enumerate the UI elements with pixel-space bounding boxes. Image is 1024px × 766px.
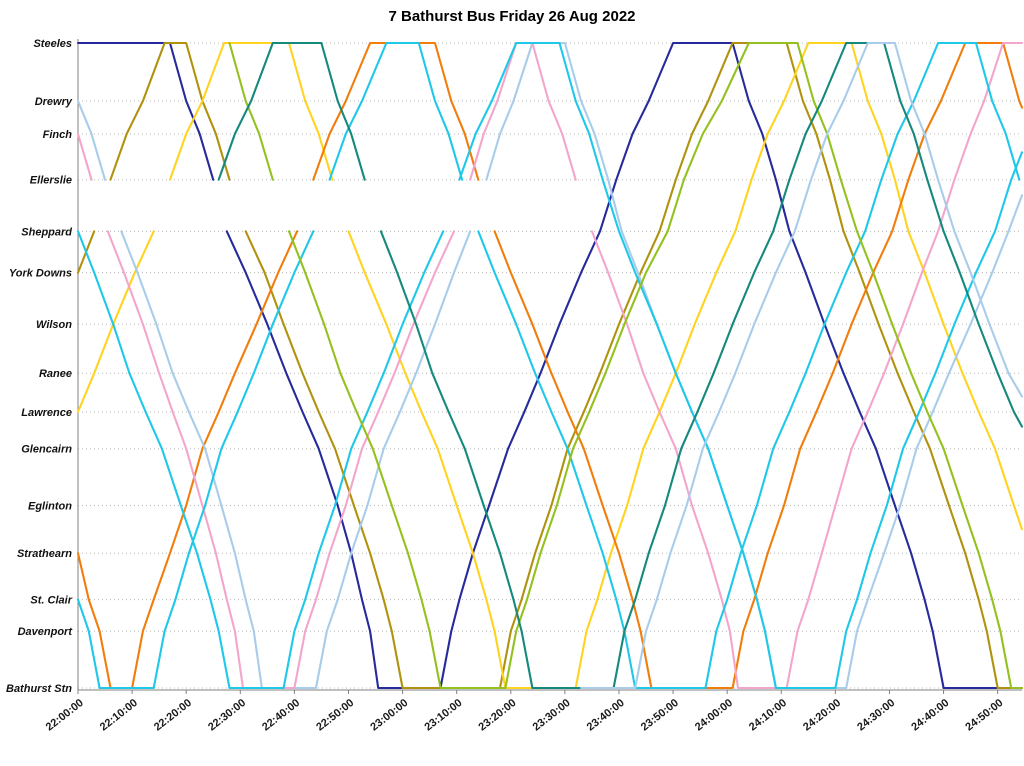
station-label: Wilson	[36, 319, 72, 331]
x-tick-label: 23:20:00	[477, 697, 519, 734]
station-label: Ellerslie	[30, 175, 72, 187]
trip-line-run-paleblue-a	[120, 230, 472, 690]
trip-line-run-paleblue-b	[580, 41, 1024, 690]
station-label: Glencairn	[21, 444, 72, 456]
chart-title: 7 Bathurst Bus Friday 26 Aug 2022	[388, 8, 636, 25]
trip-line-run-olive	[109, 41, 231, 181]
x-tick-label: 22:20:00	[152, 697, 194, 734]
trip-line-run-cyan-b	[458, 41, 1024, 690]
trip-line-run-navy	[76, 41, 215, 181]
station-label: Bathurst Stn	[6, 683, 72, 695]
x-tick-label: 24:50:00	[963, 697, 1005, 734]
x-tick-label: 24:30:00	[855, 697, 897, 734]
trip-line-run-orange	[493, 41, 1024, 690]
trip-line-run-navy	[225, 41, 1024, 690]
x-tick-label: 23:40:00	[585, 697, 627, 734]
x-tick-label: 23:30:00	[531, 697, 573, 734]
trip-line-run-pink	[106, 230, 456, 690]
trip-line-run-cyan-a	[477, 41, 1021, 690]
x-tick-label: 24:20:00	[801, 697, 843, 734]
trip-line-run-paleblue-a	[76, 99, 107, 181]
station-label: Davenport	[18, 626, 74, 638]
trip-line-run-orange	[76, 230, 299, 690]
x-tick-label: 23:50:00	[639, 697, 681, 734]
trip-line-run-cyan-b	[76, 230, 445, 690]
station-label: Drewry	[35, 96, 73, 108]
x-tick-label: 24:40:00	[909, 697, 951, 734]
trip-line-run-olive	[244, 41, 1024, 690]
x-tick-label: 22:10:00	[98, 697, 140, 734]
station-label: York Downs	[9, 268, 72, 280]
trip-line-run-orange	[312, 41, 480, 181]
station-label: Lawrence	[21, 407, 72, 419]
station-label: Ranee	[39, 368, 72, 380]
x-tick-label: 22:30:00	[206, 697, 248, 734]
trip-line-run-pink	[76, 132, 93, 181]
trip-line-run-gold	[347, 41, 1024, 690]
trip-line-run-cyan-a	[76, 230, 315, 690]
trip-line-run-teal	[379, 41, 1024, 690]
station-label: Eglinton	[28, 500, 72, 512]
x-tick-label: 23:10:00	[422, 697, 464, 734]
trip-line-run-green	[228, 41, 274, 181]
x-tick-label: 22:40:00	[260, 697, 302, 734]
station-label: St. Clair	[30, 595, 72, 607]
trip-line-run-pink	[590, 41, 1024, 690]
trip-line-run-green	[287, 41, 1024, 690]
x-tick-label: 24:10:00	[747, 697, 789, 734]
trip-line-run-gold	[168, 41, 334, 181]
x-tick-label: 24:00:00	[693, 697, 735, 734]
station-label: Strathearn	[17, 548, 72, 560]
station-label: Finch	[43, 129, 73, 141]
x-tick-label: 22:00:00	[44, 697, 86, 734]
station-label: Sheppard	[21, 226, 72, 238]
trip-line-run-teal	[217, 41, 366, 181]
station-label: Steeles	[33, 38, 72, 50]
x-tick-label: 22:50:00	[314, 697, 356, 734]
trip-line-run-cyan-a	[328, 41, 464, 181]
x-tick-label: 23:00:00	[368, 697, 410, 734]
